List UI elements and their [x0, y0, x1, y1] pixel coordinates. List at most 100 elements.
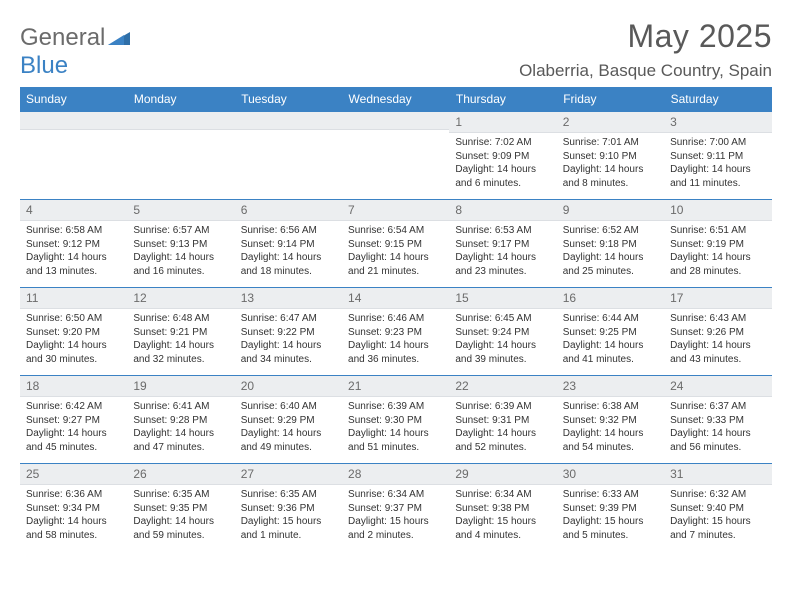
day-details: Sunrise: 6:46 AMSunset: 9:23 PMDaylight:…	[342, 309, 449, 370]
calendar-day-cell: 2Sunrise: 7:01 AMSunset: 9:10 PMDaylight…	[557, 112, 664, 200]
day-number	[127, 112, 234, 130]
calendar-day-cell: 8Sunrise: 6:53 AMSunset: 9:17 PMDaylight…	[449, 200, 556, 288]
day-number: 11	[20, 288, 127, 309]
day-details: Sunrise: 6:37 AMSunset: 9:33 PMDaylight:…	[664, 397, 771, 458]
day-number: 26	[127, 464, 234, 485]
sunset-text: Sunset: 9:35 PM	[133, 502, 228, 516]
calendar-day-cell: 27Sunrise: 6:35 AMSunset: 9:36 PMDayligh…	[235, 464, 342, 552]
day-details: Sunrise: 6:42 AMSunset: 9:27 PMDaylight:…	[20, 397, 127, 458]
calendar-day-cell: 13Sunrise: 6:47 AMSunset: 9:22 PMDayligh…	[235, 288, 342, 376]
day-details	[127, 130, 234, 190]
day-number: 3	[664, 112, 771, 133]
sunrise-text: Sunrise: 6:39 AM	[348, 400, 443, 414]
day-details: Sunrise: 6:56 AMSunset: 9:14 PMDaylight:…	[235, 221, 342, 282]
day-details: Sunrise: 6:32 AMSunset: 9:40 PMDaylight:…	[664, 485, 771, 546]
day-number: 18	[20, 376, 127, 397]
sunset-text: Sunset: 9:39 PM	[563, 502, 658, 516]
sunrise-text: Sunrise: 7:00 AM	[670, 136, 765, 150]
day-number: 17	[664, 288, 771, 309]
sunrise-text: Sunrise: 6:46 AM	[348, 312, 443, 326]
calendar-day-cell: 15Sunrise: 6:45 AMSunset: 9:24 PMDayligh…	[449, 288, 556, 376]
daylight-text: Daylight: 14 hours and 28 minutes.	[670, 251, 765, 278]
day-details: Sunrise: 6:35 AMSunset: 9:36 PMDaylight:…	[235, 485, 342, 546]
calendar-day-cell: 19Sunrise: 6:41 AMSunset: 9:28 PMDayligh…	[127, 376, 234, 464]
daylight-text: Daylight: 14 hours and 36 minutes.	[348, 339, 443, 366]
sunset-text: Sunset: 9:26 PM	[670, 326, 765, 340]
sunrise-text: Sunrise: 6:58 AM	[26, 224, 121, 238]
sunset-text: Sunset: 9:12 PM	[26, 238, 121, 252]
daylight-text: Daylight: 14 hours and 11 minutes.	[670, 163, 765, 190]
brand-name-b: Blue	[20, 52, 68, 79]
daylight-text: Daylight: 14 hours and 51 minutes.	[348, 427, 443, 454]
calendar-day-cell: 9Sunrise: 6:52 AMSunset: 9:18 PMDaylight…	[557, 200, 664, 288]
sunset-text: Sunset: 9:38 PM	[455, 502, 550, 516]
day-details: Sunrise: 7:01 AMSunset: 9:10 PMDaylight:…	[557, 133, 664, 194]
title-block: May 2025 Olaberria, Basque Country, Spai…	[519, 18, 772, 81]
day-number: 1	[449, 112, 556, 133]
sunset-text: Sunset: 9:24 PM	[455, 326, 550, 340]
sunset-text: Sunset: 9:11 PM	[670, 150, 765, 164]
day-details	[20, 130, 127, 190]
day-details: Sunrise: 7:00 AMSunset: 9:11 PMDaylight:…	[664, 133, 771, 194]
weekday-header: Sunday	[20, 87, 127, 112]
day-number: 27	[235, 464, 342, 485]
sunrise-text: Sunrise: 6:48 AM	[133, 312, 228, 326]
calendar-day-cell: 20Sunrise: 6:40 AMSunset: 9:29 PMDayligh…	[235, 376, 342, 464]
day-details: Sunrise: 6:53 AMSunset: 9:17 PMDaylight:…	[449, 221, 556, 282]
daylight-text: Daylight: 14 hours and 34 minutes.	[241, 339, 336, 366]
day-number: 25	[20, 464, 127, 485]
brand-mark-icon	[108, 24, 130, 52]
calendar-day-cell	[235, 112, 342, 200]
sunset-text: Sunset: 9:18 PM	[563, 238, 658, 252]
sunrise-text: Sunrise: 6:32 AM	[670, 488, 765, 502]
sunset-text: Sunset: 9:28 PM	[133, 414, 228, 428]
day-number: 20	[235, 376, 342, 397]
sunrise-text: Sunrise: 6:45 AM	[455, 312, 550, 326]
calendar-day-cell: 12 Sunrise: 6:48 AMSunset: 9:21 PMDayligh…	[127, 288, 234, 376]
daylight-text: Daylight: 14 hours and 13 minutes.	[26, 251, 121, 278]
sunrise-text: Sunrise: 6:35 AM	[133, 488, 228, 502]
day-details: Sunrise: 6:39 AMSunset: 9:31 PMDaylight:…	[449, 397, 556, 458]
daylight-text: Daylight: 14 hours and 30 minutes.	[26, 339, 121, 366]
location-text: Olaberria, Basque Country, Spain	[519, 61, 772, 81]
day-number: 12	[127, 288, 234, 309]
day-number: 2	[557, 112, 664, 133]
sunset-text: Sunset: 9:33 PM	[670, 414, 765, 428]
calendar-day-cell: 21Sunrise: 6:39 AMSunset: 9:30 PMDayligh…	[342, 376, 449, 464]
sunrise-text: Sunrise: 6:44 AM	[563, 312, 658, 326]
sunset-text: Sunset: 9:32 PM	[563, 414, 658, 428]
sunrise-text: Sunrise: 6:41 AM	[133, 400, 228, 414]
sunset-text: Sunset: 9:25 PM	[563, 326, 658, 340]
daylight-text: Daylight: 14 hours and 25 minutes.	[563, 251, 658, 278]
day-number: 29	[449, 464, 556, 485]
daylight-text: Daylight: 14 hours and 16 minutes.	[133, 251, 228, 278]
sunset-text: Sunset: 9:27 PM	[26, 414, 121, 428]
sunset-text: Sunset: 9:21 PM	[133, 326, 228, 340]
day-details: Sunrise: 6:51 AMSunset: 9:19 PMDaylight:…	[664, 221, 771, 282]
calendar-day-cell: 26Sunrise: 6:35 AMSunset: 9:35 PMDayligh…	[127, 464, 234, 552]
calendar-day-cell: 30Sunrise: 6:33 AMSunset: 9:39 PMDayligh…	[557, 464, 664, 552]
sunrise-text: Sunrise: 6:47 AM	[241, 312, 336, 326]
day-details: Sunrise: 6:36 AMSunset: 9:34 PMDaylight:…	[20, 485, 127, 546]
day-number: 15	[449, 288, 556, 309]
brand-logo: General Blue	[20, 24, 130, 80]
calendar-day-cell: 23Sunrise: 6:38 AMSunset: 9:32 PMDayligh…	[557, 376, 664, 464]
sunrise-text: Sunrise: 6:33 AM	[563, 488, 658, 502]
day-number	[20, 112, 127, 130]
daylight-text: Daylight: 14 hours and 32 minutes.	[133, 339, 228, 366]
calendar-day-cell: 24Sunrise: 6:37 AMSunset: 9:33 PMDayligh…	[664, 376, 771, 464]
weekday-header: Thursday	[449, 87, 556, 112]
day-number: 10	[664, 200, 771, 221]
calendar-day-cell: 16Sunrise: 6:44 AMSunset: 9:25 PMDayligh…	[557, 288, 664, 376]
calendar-week-row: 4Sunrise: 6:58 AMSunset: 9:12 PMDaylight…	[20, 200, 772, 288]
sunset-text: Sunset: 9:20 PM	[26, 326, 121, 340]
calendar-day-cell	[20, 112, 127, 200]
weekday-header: Friday	[557, 87, 664, 112]
day-details: Sunrise: 6:57 AMSunset: 9:13 PMDaylight:…	[127, 221, 234, 282]
sunset-text: Sunset: 9:30 PM	[348, 414, 443, 428]
day-details: Sunrise: 6:40 AMSunset: 9:29 PMDaylight:…	[235, 397, 342, 458]
weekday-header: Wednesday	[342, 87, 449, 112]
weekday-header-row: Sunday Monday Tuesday Wednesday Thursday…	[20, 87, 772, 112]
day-details: Sunrise: 6:35 AMSunset: 9:35 PMDaylight:…	[127, 485, 234, 546]
sunset-text: Sunset: 9:17 PM	[455, 238, 550, 252]
